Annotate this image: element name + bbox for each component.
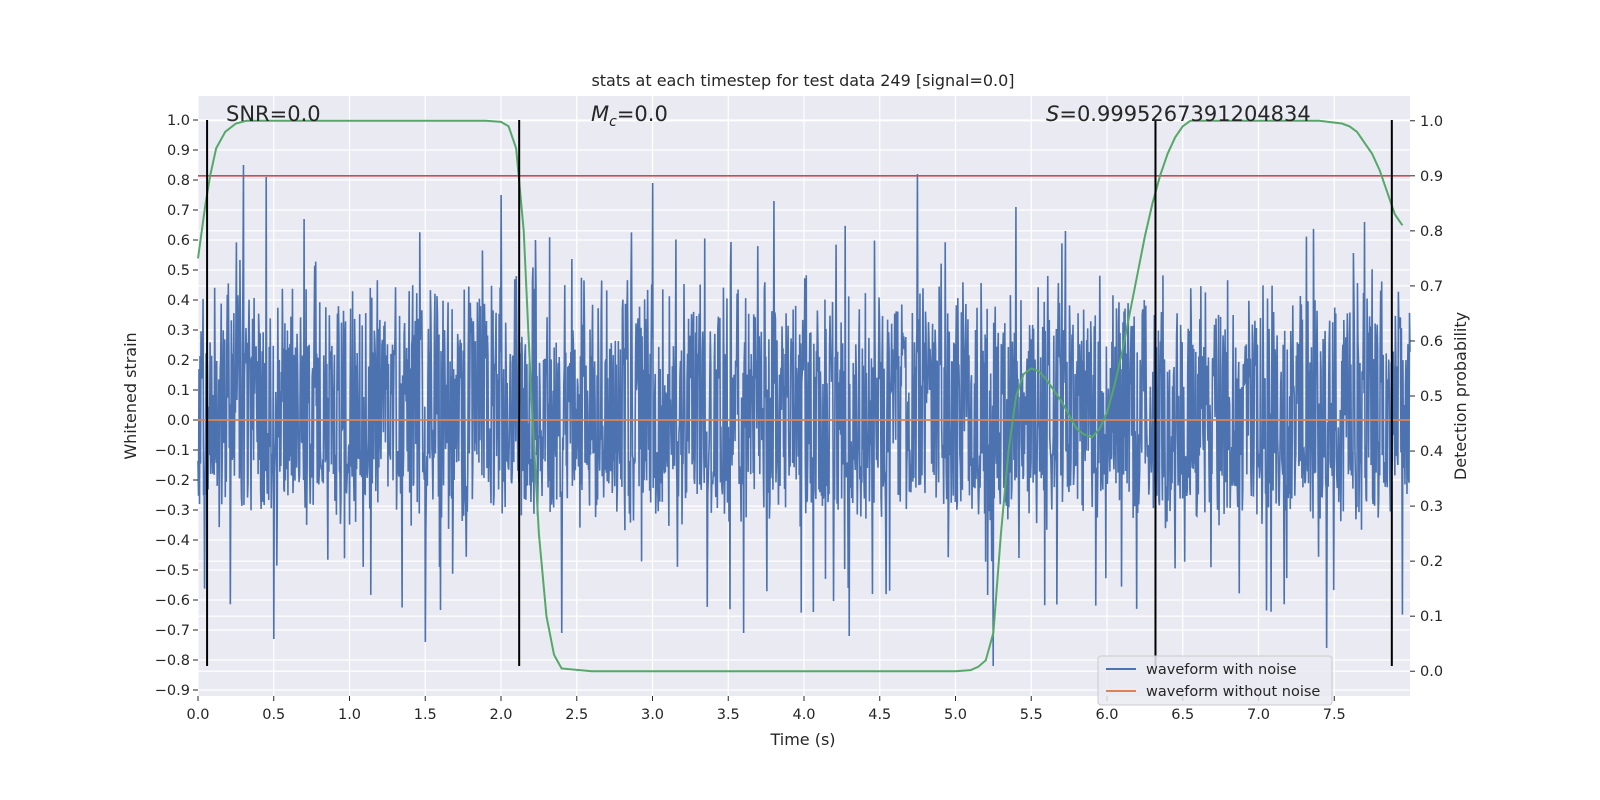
s-annotation: S=0.9995267391204834	[1046, 102, 1311, 126]
y-tick-label: 0.8	[167, 173, 190, 189]
y2-tick-label: 0.3	[1420, 499, 1443, 515]
x-axis-label: Time (s)	[769, 730, 835, 749]
y-tick-label: −0.5	[155, 563, 190, 579]
x-tick-label: 6.5	[1171, 707, 1194, 723]
detection-probability-line	[197, 119, 1404, 673]
chirp-mass-annotation: Mc=0.0	[591, 102, 668, 130]
legend-label-noise: waveform with noise	[1146, 662, 1297, 678]
y-tick-label: −0.9	[155, 683, 190, 699]
y-tick-label: −0.8	[155, 653, 190, 669]
y-tick-label: 0.2	[167, 353, 190, 369]
snr-annotation: SNR=0.0	[226, 102, 321, 126]
chirp-mass-symbol: M	[591, 102, 609, 126]
y2-tick-label: 0.4	[1420, 444, 1443, 460]
x-tick-label: 0.0	[186, 707, 209, 723]
y-tick-label: −0.6	[155, 593, 190, 609]
y-tick-label: −0.4	[155, 533, 190, 549]
chirp-mass-subscript: c	[609, 114, 617, 130]
chirp-mass-value: =0.0	[617, 102, 668, 126]
y-tick-label: −0.1	[155, 443, 190, 459]
y2-axis-label: Detection probability	[1451, 312, 1470, 480]
y-tick-label: 0.5	[167, 263, 190, 279]
x-tick-label: 5.5	[1020, 707, 1043, 723]
y-tick-label: −0.2	[155, 473, 190, 489]
y2-tick-label: 0.5	[1420, 389, 1443, 405]
y-tick-label: 0.6	[167, 233, 190, 249]
x-tick-label: 2.0	[489, 707, 512, 723]
y-tick-label: 0.7	[167, 203, 190, 219]
noise-waveform-line	[197, 164, 1411, 667]
legend: waveform with noise waveform without noi…	[1097, 655, 1333, 706]
x-tick-label: 1.5	[414, 707, 437, 723]
legend-label-clean: waveform without noise	[1146, 684, 1320, 700]
y2-tick-label: 0.2	[1420, 554, 1443, 570]
detection-boundary-markers	[206, 120, 1393, 666]
s-symbol: S	[1046, 102, 1059, 126]
x-tick-label: 5.0	[944, 707, 967, 723]
y2-tick-label: 0.1	[1420, 609, 1443, 625]
y2-tick-label: 0.9	[1420, 169, 1443, 185]
y-tick-label: 0.9	[167, 143, 190, 159]
y-tick-label: 1.0	[167, 113, 190, 129]
x-tick-label: 4.5	[868, 707, 891, 723]
x-axis-ticks: 0.0 0.5 1.0 1.5 2.0 2.5 3.0 3.5 4.0 4.5 5.0 5.5 6.0 6…	[186, 696, 1346, 723]
y2-tick-label: 1.0	[1420, 114, 1443, 130]
s-value: =0.9995267391204834	[1059, 102, 1310, 126]
x-tick-label: 7.0	[1247, 707, 1270, 723]
legend-box	[1097, 655, 1333, 706]
y2-axis-ticks: 1.0 0.9 0.8 0.7 0.6 0.5 0.4 0.3 0.2 0.1 0.0	[1410, 114, 1443, 680]
x-tick-label: 6.0	[1095, 707, 1118, 723]
y-axis-label: Whitened strain	[121, 332, 140, 459]
x-tick-label: 0.5	[262, 707, 285, 723]
y2-tick-label: 0.0	[1420, 664, 1443, 680]
x-tick-label: 2.5	[565, 707, 588, 723]
y2-tick-label: 0.8	[1420, 224, 1443, 240]
y-tick-label: 0.1	[167, 383, 190, 399]
x-tick-label: 1.0	[338, 707, 361, 723]
y-tick-label: 0.0	[167, 413, 190, 429]
x-tick-label: 3.0	[641, 707, 664, 723]
y-tick-label: −0.7	[155, 623, 190, 639]
chart-title: stats at each timestep for test data 249…	[591, 71, 1014, 90]
y-axis-ticks: 1.0 0.9 0.8 0.7 0.6 0.5 0.4 0.3 0.2 0.1 0.0 −0.1 −0.…	[155, 113, 198, 699]
x-tick-label: 4.0	[792, 707, 815, 723]
y2-tick-label: 0.7	[1420, 279, 1443, 295]
noise-waveform	[197, 164, 1411, 667]
y2-tick-label: 0.6	[1420, 334, 1443, 350]
x-tick-label: 3.5	[717, 707, 740, 723]
y-tick-label: −0.3	[155, 503, 190, 519]
x-tick-label: 7.5	[1323, 707, 1346, 723]
y-tick-label: 0.3	[167, 323, 190, 339]
y-tick-label: 0.4	[167, 293, 190, 309]
